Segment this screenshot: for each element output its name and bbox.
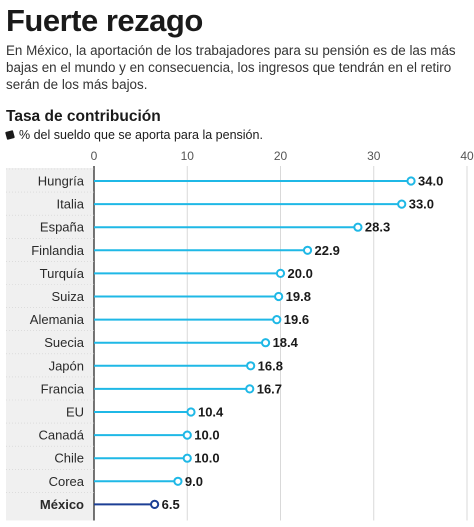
x-tick-label: 30 <box>367 149 381 163</box>
page-title: Fuerte rezago <box>6 3 203 38</box>
x-tick-label: 20 <box>274 149 288 163</box>
bar-marker <box>246 361 256 371</box>
value-label: 22.9 <box>315 243 340 258</box>
value-label: 10.0 <box>194 451 219 466</box>
bar-marker <box>272 315 282 325</box>
contribution-chart: 0 10 20 30 40 Hungría 34.0 Italia 33.0 España 28.3… <box>6 149 474 521</box>
x-tick-label: 10 <box>181 149 195 163</box>
bar-marker <box>182 453 192 463</box>
value-label: 19.8 <box>286 289 311 304</box>
bar-marker <box>245 384 255 394</box>
category-label: México <box>40 497 84 512</box>
category-label: Japón <box>49 358 84 373</box>
category-label: Italia <box>57 197 85 212</box>
bar-marker <box>260 338 271 348</box>
category-label: Canadá <box>38 428 84 443</box>
value-label: 9.0 <box>185 474 203 489</box>
chart-legend: % del sueldo que se aporta para la pensi… <box>5 127 263 143</box>
category-label: EU <box>66 405 84 420</box>
category-label: Francia <box>41 381 85 396</box>
chart-title: Tasa de contribución <box>6 108 161 125</box>
bar-marker <box>275 268 286 279</box>
category-label: Suecia <box>44 335 85 350</box>
bar-marker <box>182 430 192 440</box>
category-label: Alemania <box>30 312 85 327</box>
value-label: 16.8 <box>258 358 283 373</box>
value-label: 6.5 <box>162 497 180 512</box>
category-label: Hungría <box>38 174 85 189</box>
bar-marker <box>274 291 284 302</box>
value-label: 16.7 <box>257 381 282 396</box>
bar-marker <box>173 476 183 486</box>
x-tick-label: 40 <box>460 149 474 163</box>
category-label: España <box>40 220 85 235</box>
category-label: Chile <box>54 451 84 466</box>
bar-marker <box>397 199 407 209</box>
category-label: Corea <box>49 474 85 489</box>
bar-marker <box>406 176 416 186</box>
value-label: 20.0 <box>288 266 313 281</box>
square-bullet-icon <box>5 130 15 140</box>
bar-marker <box>353 222 363 232</box>
value-label: 33.0 <box>409 197 434 212</box>
category-label: Suiza <box>51 289 84 304</box>
bar-marker <box>302 245 313 255</box>
category-label-band <box>6 168 94 521</box>
value-label: 19.6 <box>284 312 309 327</box>
page-subtitle: En México, la aportación de los trabajad… <box>6 43 456 92</box>
value-label: 18.4 <box>273 335 299 350</box>
x-tick-label: 0 <box>91 149 98 163</box>
value-label: 34.0 <box>418 174 443 189</box>
value-label: 10.4 <box>198 405 224 420</box>
legend-label: % del sueldo que se aporta para la pensi… <box>19 128 263 142</box>
bar-marker <box>150 499 160 509</box>
bar-marker <box>186 407 196 417</box>
category-label: Finlandia <box>31 243 85 258</box>
category-label: Turquía <box>40 266 85 281</box>
value-label: 10.0 <box>194 428 219 443</box>
value-label: 28.3 <box>365 220 390 235</box>
